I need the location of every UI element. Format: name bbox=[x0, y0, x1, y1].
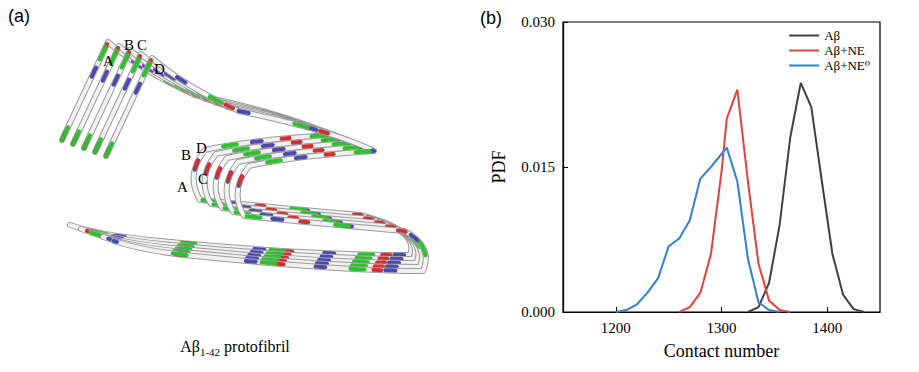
svg-text:Aβ+NE⁰: Aβ+NE⁰ bbox=[824, 58, 870, 73]
svg-text:A: A bbox=[177, 179, 188, 195]
svg-text:B: B bbox=[124, 37, 134, 53]
svg-text:A: A bbox=[103, 53, 114, 69]
svg-text:Aβ: Aβ bbox=[824, 28, 840, 43]
svg-text:0.030: 0.030 bbox=[521, 14, 555, 30]
svg-text:Aβ1-42 protofibril: Aβ1-42 protofibril bbox=[180, 338, 290, 358]
svg-text:0.015: 0.015 bbox=[521, 159, 555, 175]
svg-text:D: D bbox=[196, 140, 207, 156]
svg-text:PDF: PDF bbox=[489, 150, 509, 183]
svg-text:C: C bbox=[198, 171, 208, 187]
svg-text:Aβ+NE: Aβ+NE bbox=[824, 43, 865, 58]
svg-text:1400: 1400 bbox=[812, 320, 842, 336]
svg-text:C: C bbox=[137, 37, 147, 53]
svg-text:0.000: 0.000 bbox=[521, 304, 555, 320]
svg-text:(b): (b) bbox=[480, 8, 502, 28]
svg-text:1300: 1300 bbox=[707, 320, 737, 336]
svg-text:Contact number: Contact number bbox=[664, 341, 779, 361]
svg-text:B: B bbox=[181, 147, 191, 163]
html-text:(a): (a) bbox=[8, 6, 30, 26]
svg-text:D: D bbox=[154, 61, 165, 77]
svg-text:1200: 1200 bbox=[601, 320, 631, 336]
